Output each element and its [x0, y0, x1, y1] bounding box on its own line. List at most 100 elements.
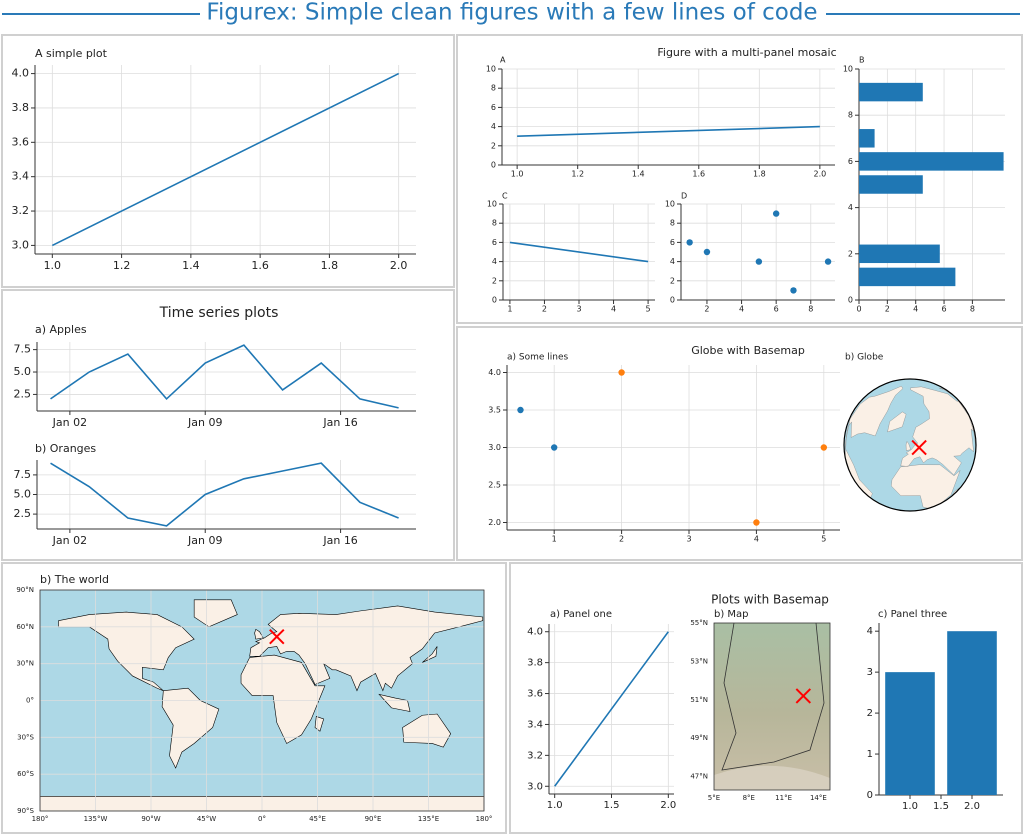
y-tick-label: 0° [26, 697, 34, 705]
map-frame [39, 589, 485, 812]
y-tick-label: 5.0 [14, 365, 32, 378]
y-tick-label: 3.0 [12, 238, 30, 251]
x-tick-label: 8 [808, 305, 813, 314]
x-tick-label: 2.0 [660, 800, 676, 811]
scatter-point [772, 210, 780, 217]
x-tick-label: Jan 02 [52, 416, 87, 429]
panel [1, 562, 507, 834]
y-tick-label: 4 [492, 257, 497, 266]
relief [714, 765, 830, 790]
y-tick-label: 10 [665, 200, 675, 209]
x-tick-label: 0 [856, 305, 861, 314]
panel [509, 562, 1023, 834]
y-tick-label: 6 [492, 238, 497, 247]
x-tick-label: 1.8 [753, 170, 766, 179]
x-tick-label: 1.2 [571, 170, 584, 179]
x-tick-label: 1.2 [113, 259, 131, 272]
globe-rim [843, 378, 977, 512]
x-tick-label: 180° [32, 815, 49, 823]
bar [947, 631, 997, 795]
figure-title: Time series plots [159, 305, 279, 321]
location-marker [269, 628, 285, 645]
y-tick-label: 3.8 [12, 101, 30, 114]
y-tick-label: 60°N [16, 623, 34, 631]
x-tick-label: Jan 16 [322, 416, 357, 429]
x-tick-label: 135°W [84, 815, 108, 823]
x-tick-label: 3 [686, 535, 691, 544]
y-tick-label: 4 [867, 626, 873, 637]
y-tick-label: 55°N [690, 619, 708, 627]
x-tick-label: 1 [552, 535, 557, 544]
x-tick-label: 1.4 [632, 170, 645, 179]
y-tick-label: 2 [848, 249, 853, 258]
bar [859, 267, 956, 287]
x-tick-label: 4 [754, 535, 759, 544]
border [721, 622, 825, 771]
scatter-point [753, 519, 760, 526]
x-tick-label: 2.0 [813, 170, 826, 179]
y-tick-label: 3.6 [527, 689, 543, 700]
y-tick-label: 0 [492, 296, 497, 305]
y-tick-label: 4 [491, 122, 496, 131]
chart-title: C [502, 192, 508, 201]
y-tick-label: 3.5 [488, 406, 501, 415]
scatter-point [820, 444, 828, 451]
scatter-point [703, 248, 711, 256]
data-line [50, 462, 399, 527]
x-tick-label: 2 [885, 305, 890, 314]
y-tick-label: 0 [848, 296, 853, 305]
y-tick-label: 4.0 [488, 368, 501, 377]
chart-title: A [500, 56, 506, 65]
x-tick-label: 1.5 [933, 801, 949, 812]
bar [859, 244, 940, 264]
x-tick-label: 2.0 [964, 801, 980, 812]
x-tick-label: 1.0 [511, 170, 524, 179]
panel [456, 34, 1023, 324]
x-tick-label: 1.0 [547, 800, 563, 811]
y-tick-label: 2.5 [488, 481, 501, 490]
y-tick-label: 0 [670, 296, 675, 305]
chart-title: c) Panel three [878, 609, 947, 620]
scatter-point [824, 258, 832, 265]
x-tick-label: 45°E [309, 815, 326, 823]
y-tick-label: 47°N [690, 773, 708, 781]
y-tick-label: 3.6 [12, 135, 30, 148]
y-tick-label: 2 [491, 141, 496, 150]
y-tick-label: 4 [670, 257, 675, 266]
y-tick-label: 4 [848, 203, 853, 212]
page-title: Figurex: Simple clean figures with a few… [206, 0, 817, 26]
x-tick-label: 4 [913, 305, 918, 314]
x-tick-label: 90°E [365, 815, 382, 823]
x-tick-label: 4 [611, 305, 616, 314]
y-tick-label: 2 [670, 276, 675, 285]
y-tick-label: 2 [492, 276, 497, 285]
x-tick-label: 1.8 [321, 259, 339, 272]
scatter-point [618, 369, 625, 376]
y-tick-label: 6 [848, 157, 853, 166]
x-tick-label: 8°E [743, 794, 755, 802]
x-tick-label: 5°E [708, 794, 720, 802]
y-tick-label: 4.0 [12, 67, 30, 80]
x-tick-label: 1 [507, 305, 512, 314]
bar [859, 152, 1004, 171]
x-tick-label: 3 [576, 305, 581, 314]
figure-title: Globe with Basemap [691, 344, 805, 357]
x-tick-label: 2 [619, 535, 624, 544]
y-tick-label: 30°N [16, 660, 34, 668]
data-line [517, 125, 820, 137]
y-tick-label: 2 [867, 708, 873, 719]
x-tick-label: 1.4 [182, 259, 200, 272]
y-tick-label: 3 [867, 667, 873, 678]
scatter-point [790, 287, 797, 294]
bar [859, 82, 923, 102]
data-line [554, 631, 669, 787]
x-tick-label: 4 [739, 305, 744, 314]
y-tick-label: 3.4 [527, 719, 543, 730]
y-tick-label: 3.2 [12, 204, 30, 217]
y-tick-label: 3.2 [527, 750, 543, 761]
x-tick-label: 6 [942, 305, 947, 314]
x-tick-label: 1.0 [44, 259, 62, 272]
x-tick-label: 14°E [810, 794, 827, 802]
y-tick-label: 8 [848, 111, 853, 120]
y-tick-label: 90°N [16, 586, 34, 594]
